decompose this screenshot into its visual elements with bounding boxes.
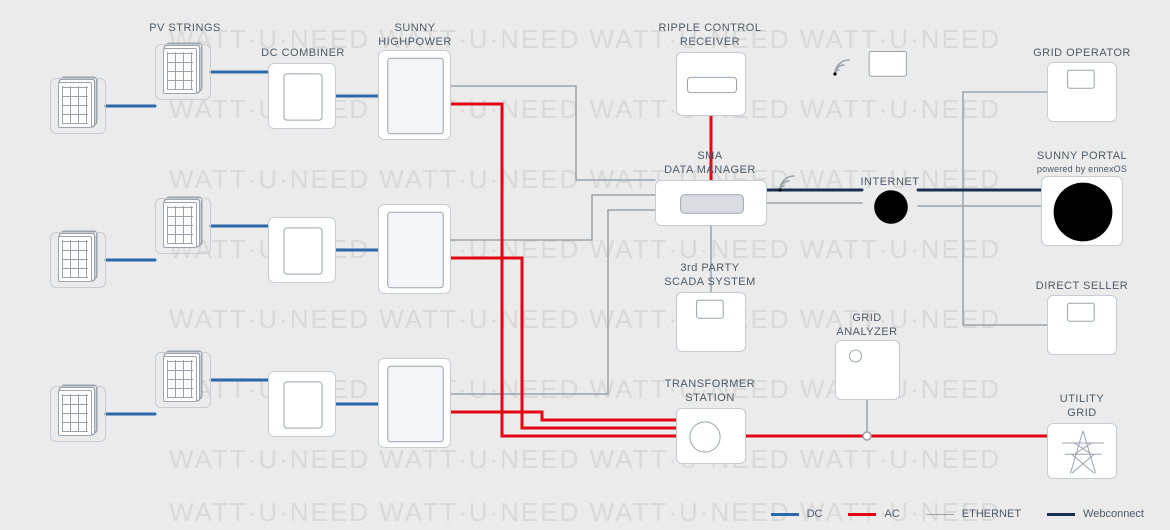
node-laptop — [857, 45, 919, 100]
node-pvC0 — [155, 352, 211, 408]
node-scada — [676, 292, 746, 352]
label-grid_analyzer: GRIDANALYZER — [836, 312, 897, 340]
label-sma: SMADATA MANAGER — [664, 150, 756, 178]
node-pvA0 — [155, 44, 211, 100]
node-invB — [378, 204, 451, 294]
node-sma — [655, 180, 767, 226]
node-grid — [1047, 423, 1117, 479]
node-ripple — [676, 52, 746, 116]
label-scada: 3rd PARTYSCADA SYSTEM — [664, 262, 756, 290]
wifi-icon — [776, 172, 798, 194]
node-analyzer: A V W — [835, 340, 900, 400]
node-internet — [862, 186, 918, 226]
legend-dc: DC — [771, 508, 823, 520]
node-dcB — [268, 217, 336, 283]
label-dc_combiner: DC COMBINER — [261, 47, 345, 61]
node-pvC1 — [50, 386, 106, 442]
label-internet: INTERNET — [861, 176, 920, 190]
node-invC — [378, 358, 451, 448]
node-dcA — [268, 63, 336, 129]
legend-web: Webconnect — [1047, 508, 1144, 520]
label-transformer: TRANSFORMERSTATION — [665, 378, 755, 406]
node-seller — [1047, 295, 1117, 355]
label-pv_strings: PV STRINGS — [149, 22, 221, 36]
node-pvB1 — [50, 232, 106, 288]
node-transformer — [676, 408, 746, 464]
node-dcC — [268, 371, 336, 437]
node-grid_op — [1047, 62, 1117, 122]
label-ripple: RIPPLE CONTROLRECEIVER — [659, 22, 762, 50]
wifi-icon — [831, 56, 853, 78]
node-portal — [1041, 176, 1123, 246]
label-direct_seller: DIRECT SELLER — [1036, 280, 1129, 294]
legend-eth: ETHERNET — [926, 508, 1021, 520]
node-pvA1 — [50, 78, 106, 134]
node-invA — [378, 50, 451, 140]
label-sunny_portal: SUNNY PORTAL — [1037, 150, 1127, 164]
legend: DC AC ETHERNET Webconnect — [771, 508, 1144, 520]
node-pvB0 — [155, 198, 211, 254]
label-sunny_highpower: SUNNYHIGHPOWER — [378, 22, 452, 50]
label-grid_operator: GRID OPERATOR — [1033, 47, 1131, 61]
label-utility_grid: UTILITYGRID — [1060, 393, 1104, 421]
label-sunny_portal_sub: powered by ennexOS — [1037, 163, 1127, 177]
legend-ac: AC — [848, 508, 899, 520]
